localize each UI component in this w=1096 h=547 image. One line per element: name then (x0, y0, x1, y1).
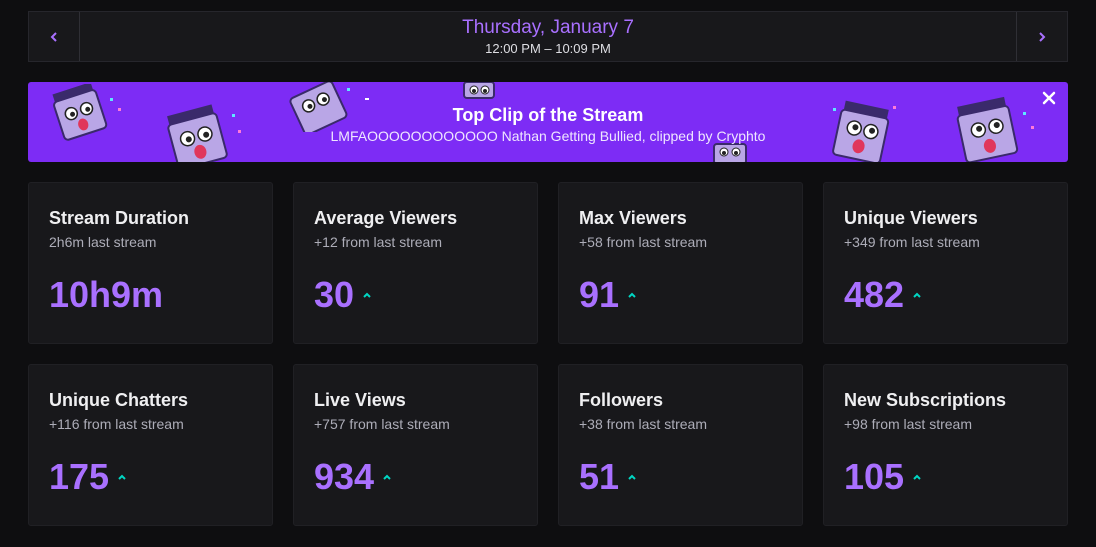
clapperboard-mascot-icon (832, 100, 896, 162)
trend-up-icon (628, 474, 636, 480)
top-clip-banner[interactable]: Top Clip of the Stream LMFAOOOOOOOOOOOO … (28, 82, 1068, 162)
chevron-left-icon (50, 31, 57, 42)
trend-up-icon (363, 292, 371, 298)
stat-card-average-viewers: Average Viewers +12 from last stream 30 (293, 182, 538, 344)
clapperboard-mascot-icon (289, 82, 369, 132)
clapperboard-mascot-icon (956, 96, 1034, 162)
stat-title: Stream Duration (49, 208, 190, 228)
trend-up-icon (118, 474, 126, 480)
trend-up-icon (913, 474, 921, 480)
previous-stream-button[interactable] (29, 12, 80, 61)
stat-card-live-views: Live Views +757 from last stream 934 (293, 364, 538, 526)
stat-comparison: +349 from last stream (844, 234, 980, 250)
stat-value: 51 (579, 456, 620, 497)
trend-up-icon (913, 292, 921, 298)
close-icon (1042, 91, 1056, 105)
top-clip-info: Top Clip of the Stream LMFAOOOOOOOOOOOO … (28, 104, 1068, 145)
top-clip-title: Top Clip of the Stream (452, 105, 644, 125)
trend-up-icon (383, 474, 391, 480)
stat-value: 934 (314, 456, 375, 497)
stat-card-unique-viewers: Unique Viewers +349 from last stream 482 (823, 182, 1068, 344)
stat-card-max-viewers: Max Viewers +58 from last stream 91 (558, 182, 803, 344)
clapperboard-mascot-icon (463, 82, 495, 99)
trend-up-icon (628, 292, 636, 298)
stat-comparison: 2h6m last stream (49, 234, 157, 250)
stat-title: Live Views (314, 390, 406, 410)
stat-title: Followers (579, 390, 664, 410)
stat-comparison: +58 from last stream (579, 234, 707, 250)
stat-card-unique-chatters: Unique Chatters +116 from last stream 17… (28, 364, 273, 526)
stat-value: 91 (579, 274, 620, 315)
stat-title: Max Viewers (579, 208, 687, 228)
stat-comparison: +38 from last stream (579, 416, 707, 432)
next-stream-button[interactable] (1016, 12, 1067, 61)
stat-value: 175 (49, 456, 110, 497)
stat-card-stream-duration: Stream Duration 2h6m last stream 10h9m (28, 182, 273, 344)
close-banner-button[interactable] (1039, 89, 1059, 109)
stat-title: New Subscriptions (844, 390, 1007, 410)
stat-value: 10h9m (49, 274, 164, 315)
stat-comparison: +757 from last stream (314, 416, 450, 432)
date-display: Thursday, January 7 12:00 PM – 10:09 PM (80, 12, 1016, 61)
stream-time-range: 12:00 PM – 10:09 PM (485, 40, 611, 56)
date-navigator: Thursday, January 7 12:00 PM – 10:09 PM (28, 11, 1068, 62)
stat-comparison: +116 from last stream (49, 416, 184, 432)
stat-value: 30 (314, 274, 355, 315)
top-clip-name[interactable]: LMFAOOOOOOOOOOOO Nathan Getting Bullied,… (330, 128, 766, 144)
stat-title: Unique Chatters (49, 390, 189, 410)
stat-value: 105 (844, 456, 905, 497)
stat-comparison: +98 from last stream (844, 416, 972, 432)
stat-title: Unique Viewers (844, 208, 978, 228)
stat-value: 482 (844, 274, 905, 315)
clapperboard-mascot-icon (713, 143, 747, 162)
stat-card-followers: Followers +38 from last stream 51 (558, 364, 803, 526)
stat-title: Average Viewers (314, 208, 458, 228)
clapperboard-mascot-icon (52, 84, 121, 141)
stream-date: Thursday, January 7 (462, 16, 634, 38)
chevron-right-icon (1039, 31, 1046, 42)
stat-comparison: +12 from last stream (314, 234, 442, 250)
clapperboard-mascot-icon (167, 104, 241, 162)
stat-card-new-subscriptions: New Subscriptions +98 from last stream 1… (823, 364, 1068, 526)
